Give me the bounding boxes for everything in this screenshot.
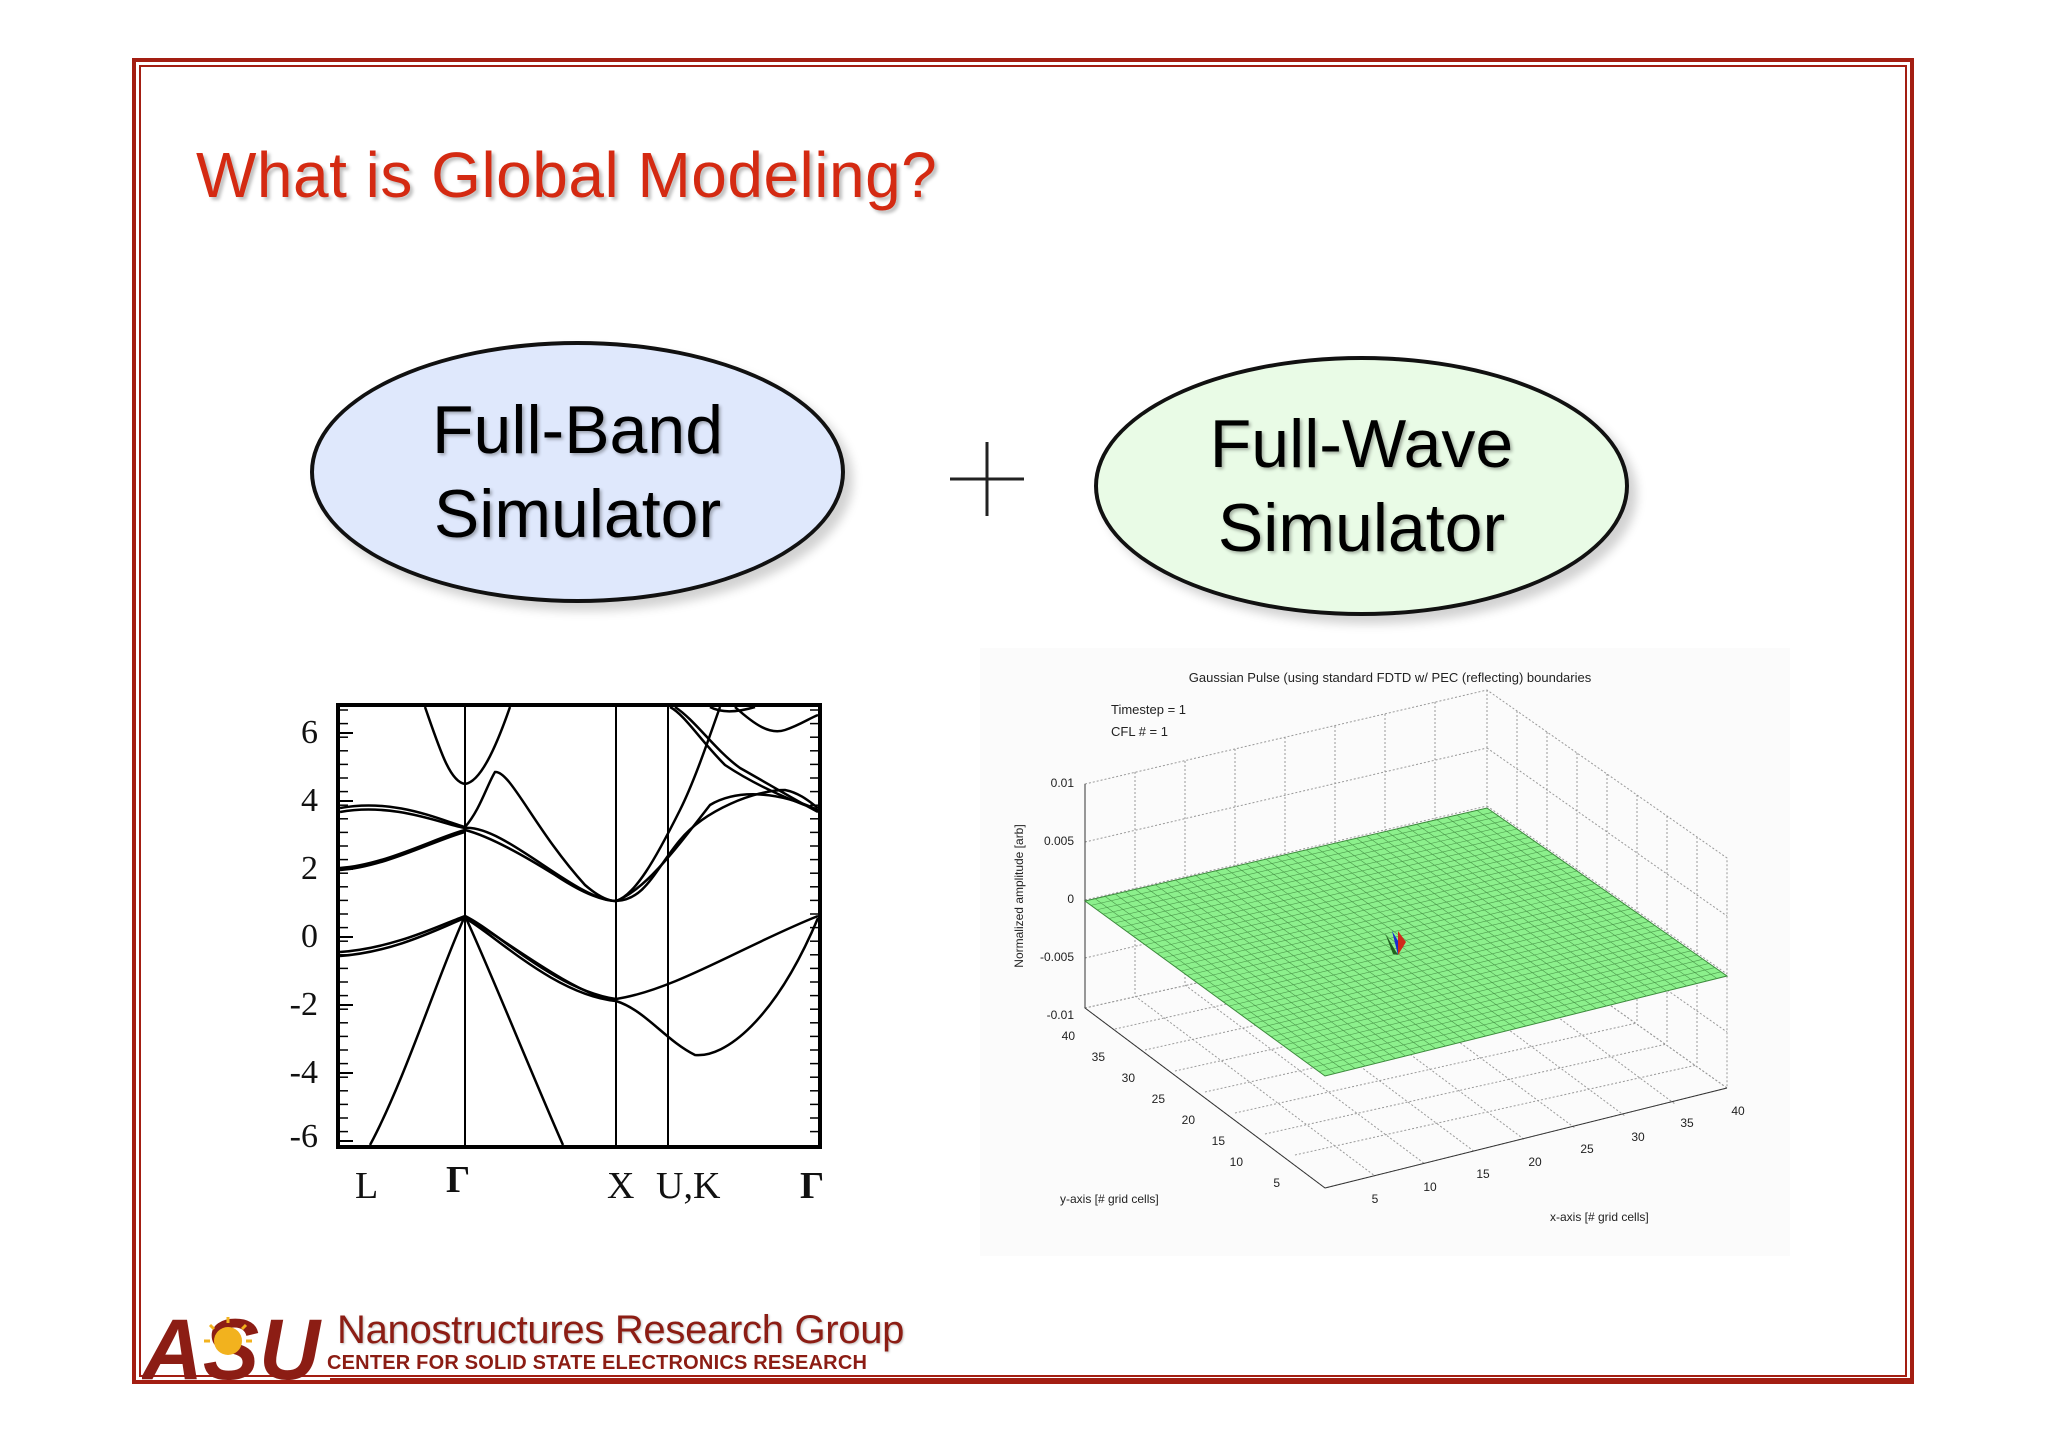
- band-curve: [464, 914, 820, 1057]
- fdtd-y-ticks: 40 35 30 25 20 15 10 5: [1062, 1029, 1281, 1190]
- fdtd-x-tick: 10: [1423, 1180, 1437, 1194]
- fdtd-y-label: y-axis [# grid cells]: [1060, 1192, 1159, 1206]
- fdtd-z-axis: [1084, 784, 1728, 1189]
- band-structure-diagram: 6 4 2 0 -2 -4 -6 L Γ X U,K Γ: [290, 703, 824, 1207]
- band-y-tick: 0: [301, 918, 318, 955]
- band-curves: [339, 705, 820, 1146]
- band-curve: [368, 913, 565, 1146]
- fdtd-y-tick: 10: [1230, 1155, 1244, 1169]
- fdtd-timestep: Timestep = 1: [1111, 702, 1186, 717]
- fdtd-z-tick: 0.005: [1044, 834, 1074, 848]
- fdtd-z-tick: -0.01: [1047, 1008, 1075, 1022]
- band-x-label-X: X: [607, 1165, 634, 1207]
- group-name: Nanostructures Research Group: [337, 1308, 905, 1352]
- band-curve: [339, 788, 819, 903]
- band-y-tick: -2: [290, 986, 318, 1023]
- fdtd-y-tick: 35: [1092, 1050, 1106, 1064]
- band-x-label-L: L: [355, 1165, 378, 1207]
- asu-sun-icon: [214, 1327, 242, 1355]
- fdtd-y-tick: 30: [1122, 1071, 1136, 1085]
- band-curve: [339, 706, 722, 903]
- fdtd-y-tick: 20: [1182, 1113, 1196, 1127]
- asu-sun-rays-icon: [204, 1317, 252, 1343]
- band-curve: [423, 706, 512, 786]
- full-band-line2: Simulator: [433, 476, 722, 552]
- band-curve: [669, 705, 819, 812]
- band-y-tick: 6: [301, 714, 318, 751]
- band-y-tick: 4: [301, 782, 318, 819]
- band-y-tick: -4: [290, 1054, 318, 1091]
- plus-icon: [950, 442, 1024, 516]
- fdtd-x-tick: 30: [1631, 1130, 1645, 1144]
- band-x-axis: L Γ X U,K Γ: [355, 1159, 824, 1207]
- fdtd-x-tick: 5: [1372, 1192, 1379, 1206]
- fdtd-z-tick: -0.005: [1040, 950, 1074, 964]
- asu-logo: ASU: [142, 1307, 322, 1383]
- full-wave-simulator-oval: Full-Wave Simulator: [1094, 356, 1629, 616]
- full-band-line1: Full-Band: [431, 392, 724, 468]
- fdtd-y-tick: 25: [1152, 1092, 1166, 1106]
- band-curve: [339, 914, 819, 1001]
- band-x-label-gamma: Γ: [446, 1159, 470, 1201]
- slide-title: What is Global Modeling?: [196, 139, 938, 211]
- band-x-label-gamma: Γ: [800, 1165, 824, 1207]
- fdtd-x-tick: 20: [1528, 1155, 1542, 1169]
- footer-rule: [330, 1378, 1912, 1382]
- band-y-tick: 2: [301, 850, 318, 887]
- band-curve: [709, 705, 756, 713]
- fdtd-x-tick: 40: [1731, 1104, 1745, 1118]
- fdtd-surface: [1083, 807, 1729, 1077]
- full-band-simulator-oval: Full-Band Simulator: [310, 341, 845, 603]
- fdtd-y-tick: 15: [1212, 1134, 1226, 1148]
- fdtd-x-tick: 25: [1580, 1142, 1594, 1156]
- fdtd-x-ticks: 5 10 15 20 25 30 35 40: [1372, 1104, 1745, 1206]
- band-x-label-UK: U,K: [656, 1165, 721, 1207]
- band-symmetry-lines: [464, 707, 669, 1145]
- full-wave-line2: Simulator: [1217, 490, 1506, 566]
- band-curve: [615, 793, 819, 903]
- fdtd-x-tick: 35: [1680, 1116, 1694, 1130]
- band-curve: [674, 705, 819, 814]
- band-curve: [339, 830, 466, 872]
- fdtd-y-tick: 5: [1273, 1176, 1280, 1190]
- fdtd-title: Gaussian Pulse (using standard FDTD w/ P…: [1189, 670, 1592, 685]
- fdtd-x-label: x-axis [# grid cells]: [1550, 1210, 1649, 1224]
- slide-frame: [132, 58, 1914, 1384]
- fdtd-y-tick: 40: [1062, 1029, 1076, 1043]
- fdtd-z-tick: 0: [1067, 892, 1074, 906]
- fdtd-x-tick: 15: [1476, 1167, 1490, 1181]
- full-wave-line1: Full-Wave: [1209, 406, 1514, 482]
- band-y-tick: -6: [290, 1118, 318, 1155]
- fdtd-z-ticks: 0.01 0.005 0 -0.005 -0.01: [1040, 776, 1074, 1022]
- band-curve: [339, 828, 617, 903]
- fdtd-cfl: CFL # = 1: [1111, 724, 1168, 739]
- fdtd-z-tick: 0.01: [1051, 776, 1075, 790]
- fdtd-gaussian-pulse-plot: Gaussian Pulse (using standard FDTD w/ P…: [980, 648, 1790, 1256]
- fdtd-z-label: Normalized amplitude [arb]: [1012, 824, 1026, 967]
- center-name: CENTER FOR SOLID STATE ELECTRONICS RESEA…: [327, 1352, 868, 1374]
- band-plot-frame: [336, 703, 822, 1149]
- band-y-axis: 6 4 2 0 -2 -4 -6: [290, 714, 318, 1155]
- band-curve: [734, 706, 819, 733]
